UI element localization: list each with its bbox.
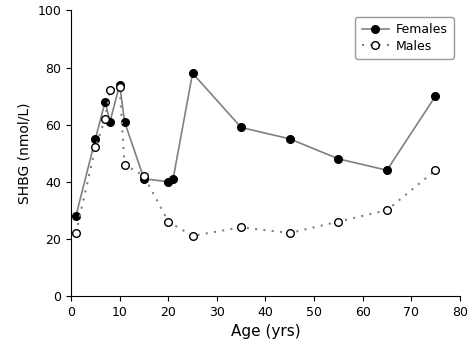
Females — [433, 94, 438, 98]
Males — [73, 231, 79, 235]
Females — [117, 82, 122, 87]
Line: Females: Females — [72, 69, 439, 220]
Males — [141, 174, 147, 178]
Females — [170, 177, 176, 181]
Males — [92, 145, 98, 150]
Males — [117, 85, 122, 89]
Legend: Females, Males: Females, Males — [356, 17, 454, 59]
Males — [122, 163, 128, 167]
Females — [190, 71, 195, 75]
Males — [190, 234, 195, 238]
Males — [165, 220, 171, 224]
Y-axis label: SHBG (nmol/L): SHBG (nmol/L) — [18, 102, 32, 204]
Males — [433, 168, 438, 172]
X-axis label: Age (yrs): Age (yrs) — [231, 324, 300, 339]
Males — [107, 88, 113, 93]
Males — [102, 117, 108, 121]
Females — [107, 120, 113, 124]
Line: Males: Males — [72, 84, 439, 240]
Males — [384, 208, 390, 212]
Females — [102, 100, 108, 104]
Females — [336, 157, 341, 161]
Females — [384, 168, 390, 172]
Females — [287, 137, 292, 141]
Females — [238, 125, 244, 129]
Females — [141, 177, 147, 181]
Males — [287, 231, 292, 235]
Females — [73, 214, 79, 218]
Males — [238, 225, 244, 229]
Females — [122, 120, 128, 124]
Females — [165, 180, 171, 184]
Males — [336, 220, 341, 224]
Females — [92, 137, 98, 141]
